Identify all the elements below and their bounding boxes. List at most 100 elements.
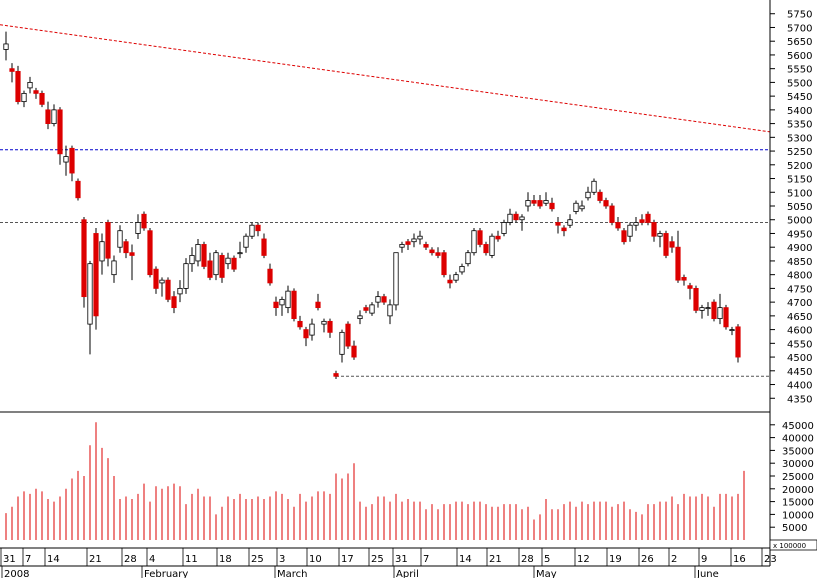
candle-body: [3, 43, 9, 50]
volume-bars: [5, 422, 745, 540]
candle-2008-02-19: [213, 249, 219, 281]
month-label: June: [696, 569, 719, 578]
candle-body: [189, 255, 195, 265]
candle-2008-04-21: [477, 227, 483, 248]
candle-body: [363, 307, 369, 311]
candle-2008-01-14: [57, 107, 63, 165]
candle-2008-03-18: [333, 370, 339, 380]
price-tick-label: 5550: [787, 65, 812, 76]
candle-2008-01-09: [39, 90, 45, 108]
volume-tick-label: 25000: [782, 472, 814, 483]
month-label: May: [536, 569, 557, 578]
candle-2008-04-14: [447, 274, 453, 289]
candle-2008-04-25: [501, 219, 507, 237]
candle-2008-03-27: [375, 291, 381, 308]
candle-body: [171, 296, 177, 309]
candle-2008-04-01: [393, 252, 399, 311]
candle-body: [633, 222, 639, 226]
candle-body: [405, 241, 411, 245]
candle-2008-03-03: [267, 263, 273, 286]
candle-2008-02-07: [165, 277, 171, 303]
candle-2008-05-19: [597, 189, 603, 204]
x-tick-label: 25: [371, 554, 384, 565]
candle-2008-05-12: [567, 214, 573, 228]
candle-body: [147, 230, 153, 276]
candle-2008-06-16: [717, 293, 723, 325]
candle-body: [699, 307, 705, 311]
candle-body: [39, 92, 45, 105]
candle-2008-01-22: [93, 227, 99, 330]
candle-2008-03-21: [351, 340, 357, 360]
candle-body: [669, 241, 675, 248]
candle-2008-04-22: [483, 241, 489, 256]
candle-2008-01-03: [15, 65, 21, 105]
price-tick-label: 5750: [787, 10, 812, 21]
volume-tick-label: 40000: [782, 434, 814, 445]
candle-2008-06-10: [693, 285, 699, 314]
x-tick-label: 11: [185, 554, 198, 565]
candle-body: [183, 263, 189, 289]
candle-body: [501, 222, 507, 234]
candle-2008-01-29: [123, 238, 129, 259]
candle-body: [681, 277, 687, 281]
candle-body: [123, 241, 129, 254]
candle-2008-02-13: [189, 247, 195, 272]
candle-2008-03-28: [381, 293, 387, 305]
x-tick-label: 3: [279, 554, 285, 565]
candle-body: [465, 252, 471, 265]
x-tick-label: 2: [671, 554, 677, 565]
candle-body: [87, 263, 93, 325]
candle-2008-04-30: [519, 214, 525, 231]
candle-body: [99, 241, 105, 262]
candle-2008-05-20: [603, 197, 609, 209]
price-tick-label: 5150: [787, 175, 812, 186]
candle-body: [375, 296, 381, 303]
candle-2008-03-04: [273, 296, 279, 316]
price-tick-label: 5400: [787, 106, 812, 117]
candle-2008-05-16: [591, 178, 597, 196]
candle-body: [531, 200, 537, 204]
candle-2008-01-30: [129, 244, 135, 281]
candle-2008-05-13: [573, 200, 579, 215]
candle-body: [585, 191, 591, 199]
candle-body: [219, 255, 225, 278]
candle-2008-06-19: [735, 324, 741, 363]
candle-2008-01-10: [45, 101, 51, 130]
x-tick-label: 21: [489, 554, 502, 565]
candle-2008-02-12: [183, 258, 189, 294]
candle-body: [579, 205, 585, 210]
candle-2008-06-18: [729, 326, 735, 336]
candle-body: [141, 213, 147, 229]
x-tick-label: 26: [641, 554, 654, 565]
candle-2008-05-14: [579, 200, 585, 212]
candle-body: [627, 224, 633, 237]
candle-body: [117, 230, 123, 248]
x-axis-ticks: 31 7 14 21 28 4 11 18 25 3 10 17 25 31 7 14 21 28 5 12 19 26 2…: [0, 548, 777, 578]
candle-2008-03-20: [345, 321, 351, 349]
candle-body: [735, 326, 741, 358]
x-tick-label: 4: [149, 554, 155, 565]
price-axis-ticks: 4350 4400 4450 4500 4550 4600 4650 4700 4750 4800…: [770, 10, 812, 405]
candle-2008-03-17: [327, 318, 333, 338]
candle-body: [495, 235, 501, 240]
price-tick-label: 5650: [787, 37, 812, 48]
candle-body: [687, 285, 693, 289]
price-tick-label: 4800: [787, 271, 812, 282]
candle-2008-02-14: [195, 238, 201, 267]
candle-body: [339, 331, 345, 355]
price-tick-label: 4400: [787, 381, 812, 392]
candle-body: [93, 233, 99, 317]
candle-2008-03-26: [369, 302, 375, 316]
price-tick-label: 4450: [787, 367, 812, 378]
x-tick-label: 7: [423, 554, 429, 565]
candle-body: [315, 301, 321, 309]
candle-body: [471, 230, 477, 254]
x-tick-label: 7: [25, 554, 31, 565]
candle-body: [309, 323, 315, 336]
price-tick-label: 5300: [787, 133, 812, 144]
candle-2008-04-15: [453, 271, 459, 283]
candle-2008-01-21: [87, 260, 93, 355]
candle-body: [489, 235, 495, 256]
candle-body: [207, 260, 213, 278]
